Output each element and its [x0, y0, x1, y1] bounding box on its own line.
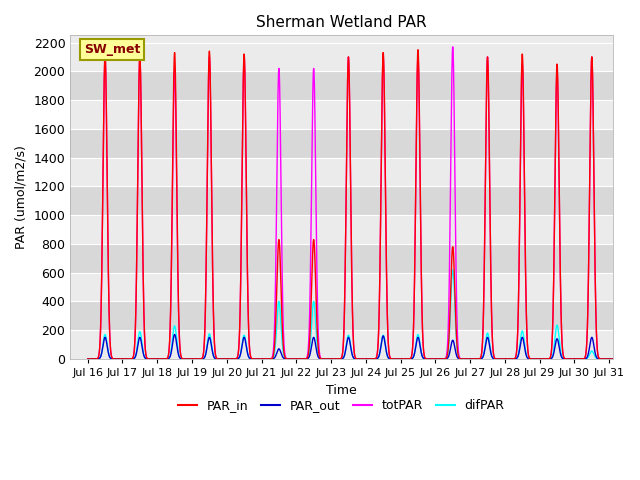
Text: SW_met: SW_met	[84, 43, 140, 56]
Bar	[70, 186, 612, 215]
Bar	[70, 129, 612, 157]
Bar	[70, 215, 612, 244]
X-axis label: Time: Time	[326, 384, 357, 396]
Y-axis label: PAR (umol/m2/s): PAR (umol/m2/s)	[15, 145, 28, 249]
Bar	[70, 72, 612, 100]
Bar	[70, 157, 612, 186]
Bar	[70, 301, 612, 330]
Bar	[70, 100, 612, 129]
Bar	[70, 43, 612, 72]
Legend: PAR_in, PAR_out, totPAR, difPAR: PAR_in, PAR_out, totPAR, difPAR	[173, 395, 509, 418]
Bar	[70, 244, 612, 273]
Bar	[70, 273, 612, 301]
Title: Sherman Wetland PAR: Sherman Wetland PAR	[256, 15, 427, 30]
Bar	[70, 330, 612, 359]
